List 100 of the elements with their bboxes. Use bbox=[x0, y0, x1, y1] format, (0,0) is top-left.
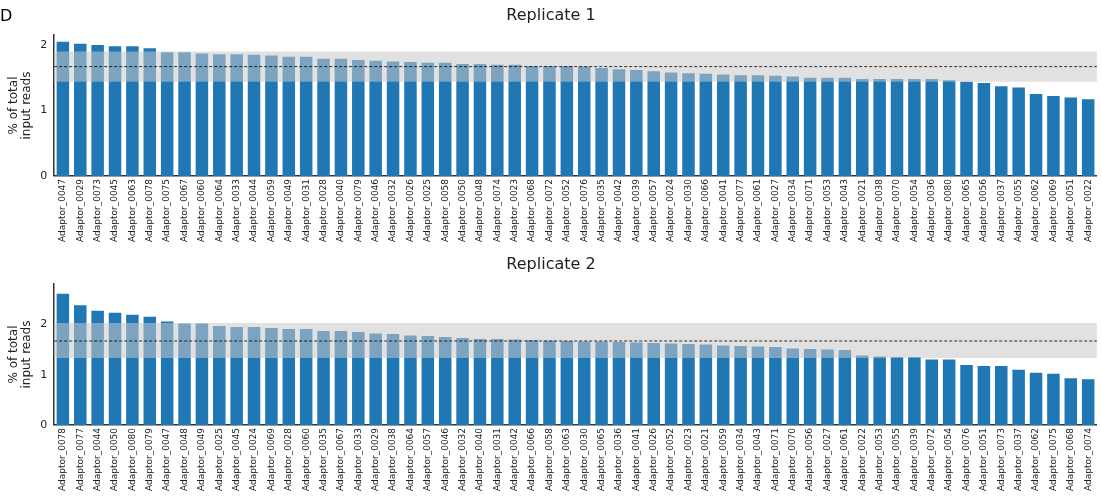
bar bbox=[1081, 379, 1095, 425]
x-tick-label: Adaptor_0029 bbox=[370, 427, 381, 492]
x-tick-label: Adaptor_0079 bbox=[352, 178, 363, 243]
bar bbox=[543, 340, 556, 425]
x-tick-label: Adaptor_0079 bbox=[144, 427, 155, 492]
bar bbox=[143, 316, 157, 425]
bar bbox=[664, 343, 678, 425]
x-tick-label: Adaptor_0080 bbox=[943, 178, 954, 243]
y-tick-label: 2 bbox=[40, 37, 48, 51]
chart-title: Replicate 2 bbox=[506, 253, 596, 273]
x-tick-label: Adaptor_0044 bbox=[91, 427, 102, 492]
bar bbox=[108, 312, 122, 425]
x-tick-label: Adaptor_0071 bbox=[804, 178, 815, 243]
x-tick-label: Adaptor_0060 bbox=[300, 427, 311, 492]
x-tick-label: Adaptor_0066 bbox=[700, 178, 711, 243]
x-tick-label: Adaptor_0043 bbox=[752, 427, 763, 492]
x-tick-label: Adaptor_0023 bbox=[682, 427, 693, 492]
bar bbox=[925, 79, 939, 176]
bar bbox=[786, 76, 799, 176]
x-tick-label: Adaptor_0043 bbox=[839, 178, 850, 243]
x-tick-label: Adaptor_0048 bbox=[178, 427, 189, 492]
x-tick-label: Adaptor_0058 bbox=[439, 178, 450, 243]
bar bbox=[995, 366, 1008, 425]
x-tick-label: Adaptor_0035 bbox=[595, 178, 606, 243]
bar bbox=[716, 74, 730, 176]
bar bbox=[438, 62, 452, 176]
x-tick-label: Adaptor_0073 bbox=[995, 427, 1006, 492]
bar bbox=[369, 60, 382, 176]
bar bbox=[317, 58, 330, 176]
bar bbox=[230, 326, 243, 425]
x-tick-label: Adaptor_0030 bbox=[682, 178, 693, 243]
bar bbox=[630, 69, 643, 176]
x-tick-label: Adaptor_0051 bbox=[978, 427, 989, 492]
x-tick-label: Adaptor_0040 bbox=[474, 427, 485, 492]
bar bbox=[491, 338, 504, 425]
x-tick-label: Adaptor_0059 bbox=[265, 178, 276, 243]
bar bbox=[595, 67, 608, 176]
bar bbox=[612, 342, 626, 425]
bar bbox=[977, 82, 991, 176]
x-tick-label: Adaptor_0069 bbox=[1047, 178, 1058, 243]
x-tick-label: Adaptor_0054 bbox=[908, 178, 919, 243]
chart-title: Replicate 1 bbox=[506, 4, 596, 24]
bar bbox=[160, 321, 174, 425]
bar bbox=[143, 48, 157, 176]
bar bbox=[230, 54, 243, 176]
bar bbox=[421, 62, 435, 176]
bar bbox=[699, 73, 713, 176]
bar bbox=[525, 339, 539, 425]
x-tick-label: Adaptor_0045 bbox=[109, 178, 120, 243]
bar bbox=[213, 54, 226, 176]
x-tick-label: Adaptor_0071 bbox=[769, 427, 780, 492]
x-tick-label: Adaptor_0057 bbox=[648, 178, 659, 243]
bar bbox=[265, 327, 278, 425]
bar bbox=[56, 293, 70, 425]
bar bbox=[612, 69, 626, 176]
x-tick-label: Adaptor_0033 bbox=[352, 427, 363, 492]
x-tick-label: Adaptor_0064 bbox=[213, 178, 224, 243]
x-tick-label: Adaptor_0053 bbox=[873, 427, 884, 492]
bar bbox=[334, 58, 348, 176]
bar bbox=[560, 65, 574, 176]
x-tick-label: Adaptor_0076 bbox=[578, 178, 589, 243]
bar bbox=[960, 365, 973, 425]
x-tick-label: Adaptor_0037 bbox=[995, 178, 1006, 243]
bar bbox=[491, 64, 504, 176]
x-tick-label: Adaptor_0024 bbox=[248, 427, 259, 492]
bar bbox=[890, 79, 904, 176]
bar bbox=[838, 77, 852, 176]
bar bbox=[404, 62, 417, 176]
bar bbox=[908, 79, 921, 176]
bar bbox=[508, 339, 521, 425]
bar bbox=[247, 326, 261, 425]
bar bbox=[317, 330, 330, 425]
bar bbox=[873, 356, 886, 425]
x-tick-label: Adaptor_0022 bbox=[856, 427, 867, 492]
x-tick-label: Adaptor_0050 bbox=[456, 178, 467, 243]
x-tick-label: Adaptor_0042 bbox=[613, 178, 624, 243]
bar bbox=[525, 65, 539, 176]
x-tick-label: Adaptor_0021 bbox=[856, 178, 867, 243]
x-tick-label: Adaptor_0061 bbox=[839, 427, 850, 492]
bar bbox=[769, 75, 782, 176]
bar bbox=[195, 323, 209, 425]
x-tick-label: Adaptor_0072 bbox=[926, 427, 937, 492]
bar bbox=[838, 350, 852, 425]
x-tick-label: Adaptor_0046 bbox=[439, 427, 450, 492]
bar bbox=[560, 340, 574, 425]
x-tick-label: Adaptor_0074 bbox=[1082, 427, 1093, 492]
bar bbox=[1047, 96, 1060, 176]
bar bbox=[108, 46, 122, 176]
x-tick-label: Adaptor_0072 bbox=[543, 178, 554, 243]
bar bbox=[91, 310, 104, 425]
x-tick-label: Adaptor_0028 bbox=[283, 427, 294, 492]
bar bbox=[404, 335, 417, 425]
bar bbox=[1029, 94, 1043, 176]
bar bbox=[577, 66, 591, 176]
x-tick-label: Adaptor_0066 bbox=[526, 427, 537, 492]
bar bbox=[456, 64, 469, 176]
x-tick-label: Adaptor_0032 bbox=[387, 178, 398, 243]
bar bbox=[1047, 373, 1060, 425]
x-tick-label: Adaptor_0057 bbox=[422, 427, 433, 492]
x-tick-label: Adaptor_0062 bbox=[1030, 427, 1041, 492]
